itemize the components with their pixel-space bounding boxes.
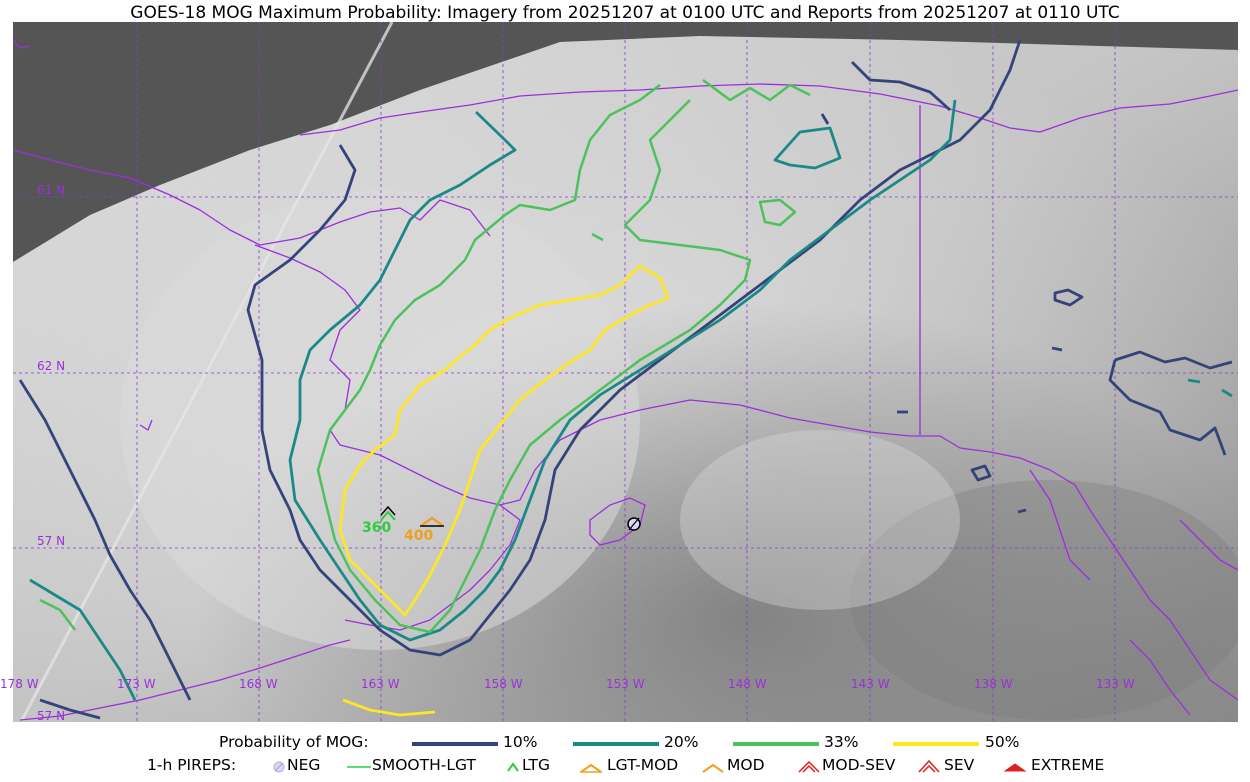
legend-extreme-label: EXTREME [1031,756,1105,774]
lat-label: 57 N [37,709,65,723]
contour-20 [29,99,1233,701]
pirep-value: 400 [404,528,433,544]
legend-lgt-mod-label: LGT-MOD [607,756,679,774]
lon-label: 168 W [239,677,278,691]
smooth-lgt-icon [347,766,371,768]
legend-prob-label: Probability of MOG: [219,733,369,751]
legend-mod-label: MOD [727,756,765,774]
legend-sev-label: SEV [944,756,975,774]
legend-neg-label: NEG [287,756,321,774]
lat-label: 62 N [37,359,65,373]
extreme-icon [1003,763,1027,772]
contour-50 [338,264,670,717]
contour-33 [39,78,811,634]
legend-label-10: 10% [503,733,538,751]
lat-label: 61 N [37,183,65,197]
legend-mod-sev-label: MOD-SEV [822,756,896,774]
ltg-chevron-icon [507,762,519,772]
lon-label: 143 W [851,677,890,691]
pirep-symbols: 360 400 [362,505,641,544]
map-title: GOES-18 MOG Maximum Probability: Imagery… [130,3,1120,23]
legend-swatch-20 [573,742,659,746]
lon-label: 178 W [0,677,39,691]
legend-ltg-label: LTG [522,756,550,774]
space-region [13,22,1238,262]
legend-pireps: 1-h PIREPS: NEG SMOOTH-LGT LTG LGT-MOD M… [0,756,1250,778]
lgt-mod-icon [421,516,443,527]
lon-label: 148 W [728,677,767,691]
lon-label: 158 W [484,677,523,691]
legend-pirep-label: 1-h PIREPS: [147,756,237,774]
lon-label: 173 W [117,677,156,691]
lat-label: 57 N [37,534,65,548]
ltg-chevron-icon [380,510,396,521]
mod-icon [702,763,724,773]
lon-label: 163 W [361,677,400,691]
neg-icon [273,761,285,773]
pirep-value: 360 [362,520,391,536]
legend-label-50: 50% [985,733,1020,751]
mod-sev-icon [798,760,820,773]
legend-label-20: 20% [664,733,699,751]
legend-swatch-33 [733,742,819,746]
contour-10 [18,39,1233,720]
lgt-mod-icon [580,763,602,773]
lon-label: 153 W [606,677,645,691]
lon-label: 138 W [974,677,1013,691]
legend-smooth-lgt-label: SMOOTH-LGT [372,756,476,774]
sev-icon [918,759,940,773]
legend-label-33: 33% [824,733,859,751]
lon-label: 133 W [1096,677,1135,691]
legend-probability: Probability of MOG: 10% 20% 33% 50% [0,733,1250,755]
legend-swatch-10 [412,742,498,746]
legend-swatch-50 [893,742,979,746]
